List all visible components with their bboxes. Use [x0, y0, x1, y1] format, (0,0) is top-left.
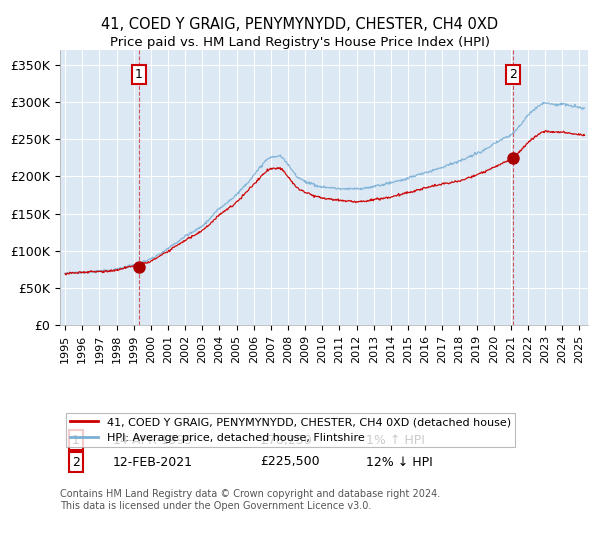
- Text: 1: 1: [135, 68, 143, 81]
- Text: 2: 2: [509, 68, 517, 81]
- Text: 1% ↑ HPI: 1% ↑ HPI: [366, 433, 425, 446]
- Text: 12% ↓ HPI: 12% ↓ HPI: [366, 455, 433, 469]
- Text: £78,250: £78,250: [260, 433, 313, 446]
- Text: Price paid vs. HM Land Registry's House Price Index (HPI): Price paid vs. HM Land Registry's House …: [110, 36, 490, 49]
- Text: 14-APR-1999: 14-APR-1999: [113, 433, 193, 446]
- Text: 41, COED Y GRAIG, PENYMYNYDD, CHESTER, CH4 0XD: 41, COED Y GRAIG, PENYMYNYDD, CHESTER, C…: [101, 17, 499, 32]
- Legend: 41, COED Y GRAIG, PENYMYNYDD, CHESTER, CH4 0XD (detached house), HPI: Average pr: 41, COED Y GRAIG, PENYMYNYDD, CHESTER, C…: [65, 413, 515, 447]
- Text: £225,500: £225,500: [260, 455, 320, 469]
- Text: 1: 1: [72, 433, 80, 446]
- Text: 12-FEB-2021: 12-FEB-2021: [113, 455, 193, 469]
- Text: Contains HM Land Registry data © Crown copyright and database right 2024.
This d: Contains HM Land Registry data © Crown c…: [60, 489, 440, 511]
- Text: 2: 2: [72, 455, 80, 469]
